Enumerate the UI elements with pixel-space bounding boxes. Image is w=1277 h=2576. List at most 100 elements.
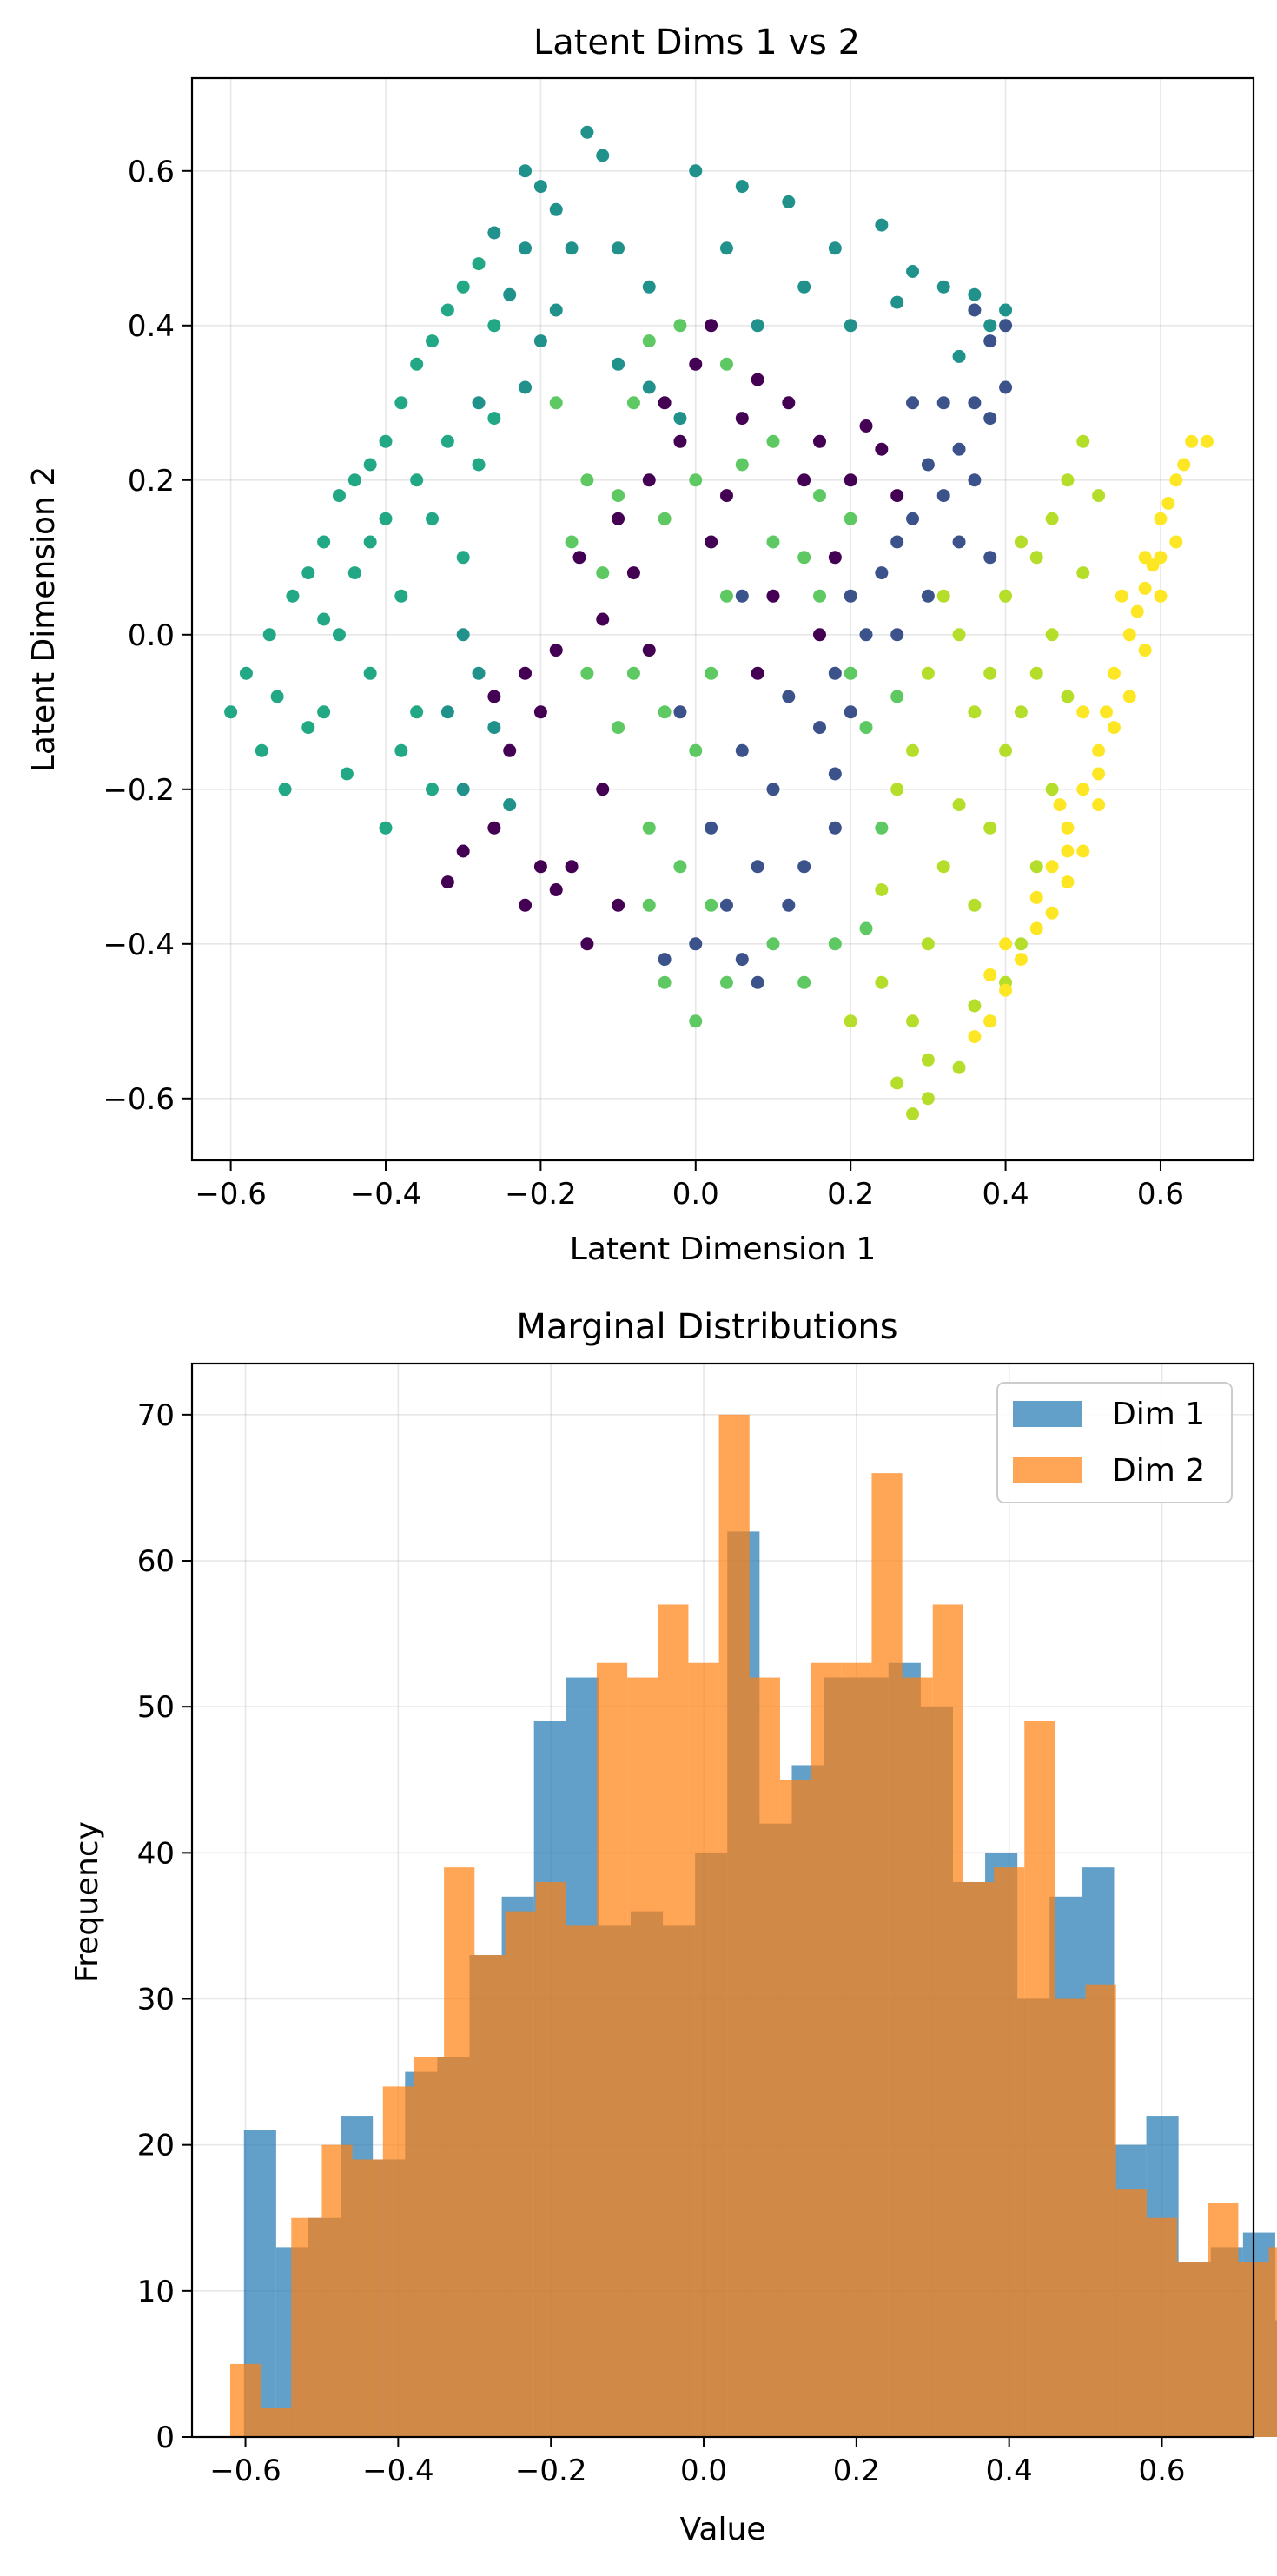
scatter-point <box>658 396 672 410</box>
scatter-point <box>1169 473 1183 487</box>
scatter-point <box>705 898 718 912</box>
scatter-point <box>426 783 440 796</box>
scatter-point <box>340 767 354 781</box>
scatter-point <box>952 628 966 642</box>
scatter-point <box>394 396 408 410</box>
histogram-bar-2 <box>1146 2217 1178 2437</box>
scatter-point <box>642 644 656 657</box>
scatter-point <box>262 628 276 642</box>
scatter-point <box>642 473 656 487</box>
scatter-point <box>1029 551 1043 565</box>
scatter-point <box>719 489 733 503</box>
scatter-point <box>812 628 826 642</box>
scatter-point <box>642 280 656 294</box>
legend-swatch-dim2 <box>1013 1457 1082 1483</box>
scatter-point <box>456 844 470 858</box>
scatter-point <box>952 349 966 363</box>
scatter-point <box>549 644 563 657</box>
scatter-point <box>797 860 811 874</box>
histogram-x-ticks: −0.6 −0.4 −0.2 0.0 0.2 0.4 0.6 <box>209 2437 1186 2488</box>
scatter-point <box>999 589 1013 603</box>
scatter-point <box>394 589 408 603</box>
scatter-point <box>1169 535 1183 549</box>
histogram-bar-2 <box>505 1911 536 2437</box>
histogram-bar-2 <box>932 1604 963 2437</box>
histogram-bar-2 <box>1268 2247 1277 2437</box>
scatter-point <box>890 535 904 549</box>
scatter-point <box>968 898 982 912</box>
scatter-point <box>735 180 749 194</box>
scatter-point <box>936 489 950 503</box>
scatter-point <box>487 412 501 426</box>
scatter-point <box>921 589 935 603</box>
scatter-point <box>844 319 857 333</box>
scatter-y-tick-label: 0.4 <box>128 309 175 344</box>
scatter-point <box>410 473 424 487</box>
histogram-bar-2 <box>1115 2189 1147 2437</box>
histogram-chart: Marginal Distributions −0.6 −0.4 −0.2 0.0 0.… <box>69 1307 1277 2547</box>
scatter-point <box>797 551 811 565</box>
histogram-bar-2 <box>994 1867 1025 2437</box>
scatter-point <box>332 489 346 503</box>
histogram-x-tick-label: 0.2 <box>833 2454 880 2488</box>
scatter-points <box>224 125 1214 1121</box>
scatter-point <box>968 705 982 719</box>
scatter-point <box>875 442 889 456</box>
scatter-point <box>347 566 361 580</box>
scatter-point <box>782 690 796 703</box>
scatter-point <box>239 666 253 680</box>
scatter-point <box>719 975 733 989</box>
scatter-point <box>906 1014 920 1028</box>
scatter-point <box>1200 434 1214 448</box>
scatter-point <box>797 473 811 487</box>
scatter-point <box>936 589 950 603</box>
scatter-point <box>1138 644 1152 657</box>
scatter-point <box>519 164 533 178</box>
scatter-point <box>379 434 393 448</box>
scatter-point <box>952 1060 966 1074</box>
histogram-x-label: Value <box>680 2512 766 2547</box>
scatter-point <box>549 303 563 317</box>
scatter-point <box>519 380 533 394</box>
scatter-point <box>1107 666 1121 680</box>
scatter-point <box>844 1014 857 1028</box>
scatter-y-tick-label: 0.6 <box>128 155 175 189</box>
scatter-point <box>1161 497 1175 510</box>
scatter-point <box>363 666 377 680</box>
histogram-y-label: Frequency <box>69 1821 105 1983</box>
scatter-x-tick-label: −0.6 <box>195 1177 267 1212</box>
scatter-point <box>440 705 454 719</box>
scatter-y-tick-label: 0.2 <box>128 464 175 499</box>
scatter-point <box>766 434 780 448</box>
scatter-point <box>658 512 672 525</box>
scatter-point <box>751 373 764 386</box>
scatter-point <box>859 419 873 433</box>
scatter-point <box>999 983 1013 997</box>
scatter-point <box>890 489 904 503</box>
scatter-point <box>999 303 1013 317</box>
histogram-bar-2 <box>627 1677 658 2437</box>
scatter-x-tick-label: 0.6 <box>1137 1177 1184 1212</box>
scatter-point <box>612 241 625 255</box>
scatter-point <box>549 202 563 216</box>
scatter-point <box>1061 473 1075 487</box>
scatter-point <box>347 473 361 487</box>
scatter-point <box>875 218 889 232</box>
histogram-x-tick-label: 0.4 <box>986 2454 1033 2488</box>
scatter-point <box>705 535 718 549</box>
scatter-point <box>1014 953 1028 967</box>
scatter-grid <box>192 78 1254 1160</box>
scatter-point <box>936 860 950 874</box>
legend-label-dim2: Dim 2 <box>1112 1453 1205 1489</box>
scatter-point <box>766 589 780 603</box>
scatter-point <box>1177 458 1191 472</box>
scatter-point <box>1045 512 1059 525</box>
scatter-point <box>503 743 517 757</box>
scatter-point <box>642 821 656 835</box>
scatter-plot-frame <box>190 76 1255 1162</box>
scatter-point <box>487 821 501 835</box>
scatter-point <box>983 334 997 348</box>
histogram-y-ticks: 0 10 20 30 40 50 60 70 <box>137 1398 192 2455</box>
scatter-point <box>1061 821 1075 835</box>
scatter-point <box>410 357 424 371</box>
